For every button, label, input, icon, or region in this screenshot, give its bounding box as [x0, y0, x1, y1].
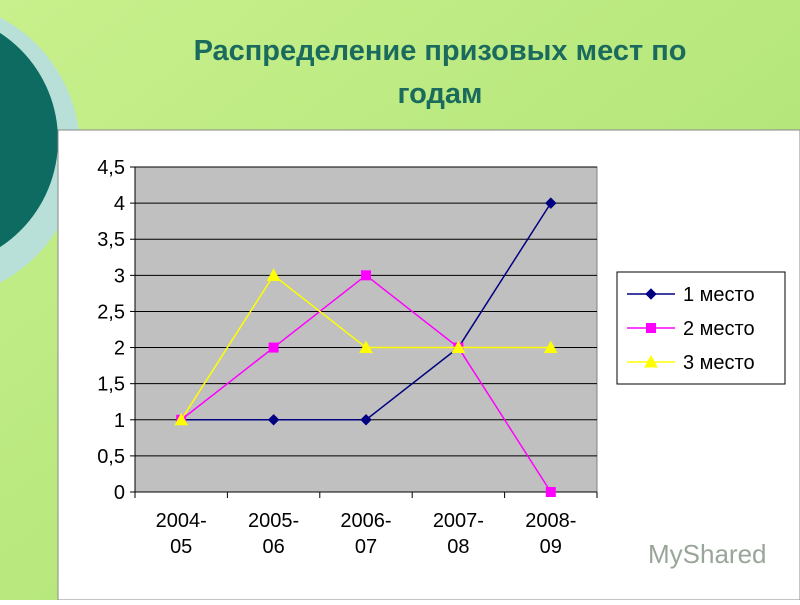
- y-tick-label: 2: [114, 338, 125, 360]
- title-line: годам: [397, 78, 482, 110]
- marker: [545, 197, 557, 209]
- title-line: Распределение призовых мест по: [194, 35, 687, 67]
- legend-label: 3 место: [683, 352, 755, 374]
- marker: [266, 268, 281, 281]
- legend: 1 место 2 место 3 место: [616, 271, 786, 385]
- marker: [267, 414, 280, 426]
- legend-label: 1 место: [683, 284, 755, 306]
- x-tick-label: 2006-07: [340, 510, 392, 558]
- x-tick-label-box: 2007-08: [432, 510, 484, 558]
- marker: [545, 487, 556, 497]
- y-tick-label: 1,5: [97, 374, 125, 396]
- marker: [174, 412, 189, 426]
- x-tick-label-box: 2008-09: [525, 510, 577, 558]
- plot-area: [134, 166, 598, 493]
- marker: [543, 340, 558, 354]
- marker: [359, 340, 373, 354]
- marker: [268, 342, 279, 353]
- marker: [451, 340, 466, 354]
- x-tick-label: 2005-06: [248, 510, 300, 558]
- chart-title: Распределение призовых мест по годам: [194, 35, 687, 110]
- marker: [644, 354, 658, 368]
- marks: [174, 197, 558, 497]
- y-tick-label: 1: [114, 410, 125, 432]
- x-tick-label: 2004-05: [155, 510, 207, 558]
- y-tick-label: 0,5: [97, 446, 125, 468]
- x-tick-label-box: 2005-06: [248, 510, 300, 558]
- y-tick-label: 0: [114, 482, 125, 504]
- deco-circle: [0, 32, 58, 248]
- legend-label: 2 место: [683, 318, 755, 340]
- y-tick-label: 3,5: [97, 229, 125, 251]
- y-tick-label: 3: [114, 265, 125, 287]
- marker: [361, 270, 371, 281]
- watermark: MyShared: [648, 539, 767, 569]
- y-tick-label: 4: [114, 193, 125, 215]
- marker: [646, 323, 656, 333]
- y-tick-label: 2,5: [97, 301, 125, 323]
- x-tick-label: 2007-08: [432, 510, 484, 558]
- x-tick-label-box: 2004-05: [155, 510, 207, 558]
- x-tick-label: 2008-09: [525, 510, 577, 558]
- y-tick-label: 4,5: [97, 157, 125, 179]
- marker: [360, 414, 372, 426]
- x-tick-label-box: 2006-07: [340, 510, 392, 558]
- marker: [645, 288, 657, 300]
